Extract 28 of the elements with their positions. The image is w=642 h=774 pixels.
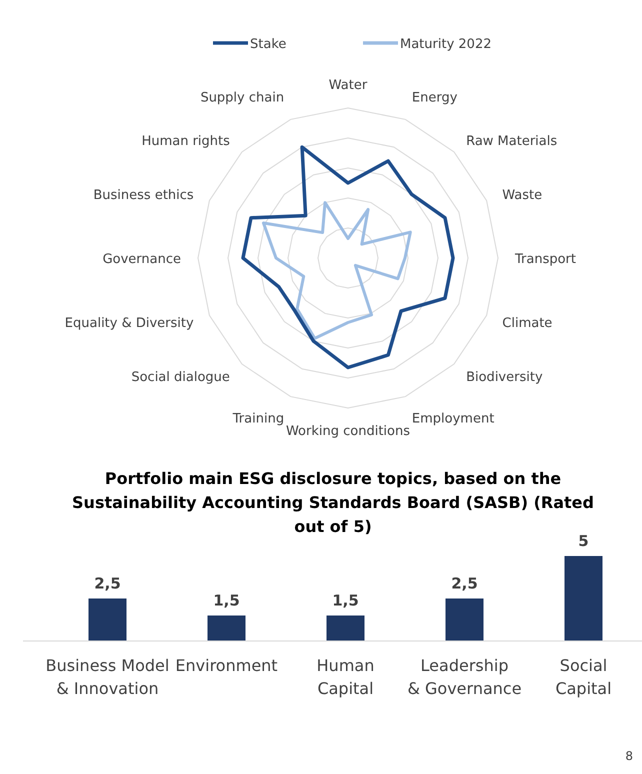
x-tick-label: Business Model & Innovation	[46, 656, 170, 698]
data-label: 2,5	[451, 574, 478, 592]
legend-label: Maturity 2022	[400, 37, 492, 52]
x-tick-label: Leadership & Governance	[407, 656, 522, 698]
spoke-label: Transport	[514, 252, 576, 267]
spoke-label: Water	[328, 78, 368, 93]
spoke-label: Business ethics	[93, 188, 194, 204]
spoke-label: Waste	[502, 188, 542, 204]
spoke-label: Energy	[412, 90, 458, 106]
legend-label: Stake	[250, 37, 286, 52]
spoke-label: Supply chain	[200, 90, 284, 106]
spoke-label: Biodiversity	[466, 370, 543, 386]
text: 8	[625, 749, 633, 763]
spoke-label: Governance	[102, 252, 181, 267]
spoke-label: Working conditions	[286, 424, 410, 439]
spoke-label: Raw Materials	[466, 134, 558, 149]
spoke-label: Training	[232, 411, 284, 426]
x-tick-label: Social Capital	[555, 656, 612, 698]
spoke-label: Employment	[412, 411, 494, 426]
data-label: 1,5	[213, 592, 240, 610]
data-label: 1,5	[332, 592, 359, 610]
spoke-label: Equality & Diversity	[64, 316, 194, 331]
spoke-label: Climate	[502, 316, 552, 331]
data-label: 2,5	[94, 574, 121, 592]
spoke-label: Social dialogue	[131, 370, 230, 386]
x-tick-label: Human Capital	[316, 656, 374, 698]
spoke-label: Human rights	[142, 134, 230, 149]
x-tick-label: Environment	[175, 656, 278, 675]
